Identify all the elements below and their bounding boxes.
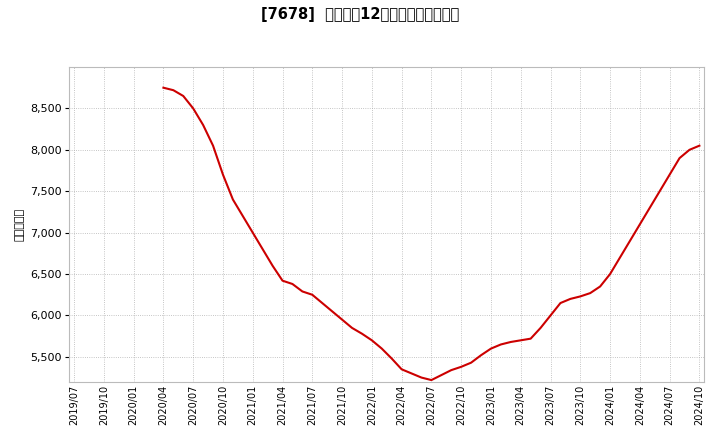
Text: [7678]  売上高の12か月移動合計の推移: [7678] 売上高の12か月移動合計の推移 xyxy=(261,7,459,22)
Y-axis label: （百万円）: （百万円） xyxy=(15,208,25,241)
